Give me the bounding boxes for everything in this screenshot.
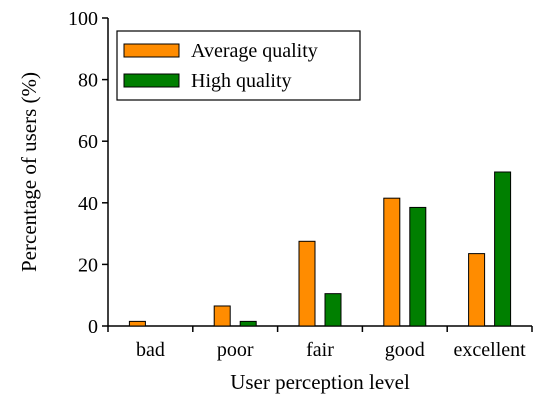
legend-label-high-quality: High quality <box>191 70 292 92</box>
bar-average-quality-good <box>383 197 401 327</box>
bar-high-quality-poor <box>239 320 257 327</box>
bar-high-quality-good <box>409 206 427 327</box>
y-tick-label: 20 <box>78 254 98 276</box>
x-tick-label: fair <box>306 339 334 361</box>
legend-swatch-high-quality <box>123 73 180 88</box>
x-tick-label: excellent <box>454 339 527 361</box>
x-tick-label: good <box>385 339 425 361</box>
y-tick-label: 0 <box>88 316 98 338</box>
bar-average-quality-bad <box>128 320 146 327</box>
legend-swatch-average-quality <box>123 43 180 58</box>
y-tick-label: 80 <box>78 70 98 92</box>
x-tick-label: bad <box>136 339 165 361</box>
bar-average-quality-poor <box>213 305 231 327</box>
y-axis-label: Percentage of users (%) <box>17 72 41 272</box>
axes <box>107 18 532 327</box>
y-tick-label: 60 <box>78 131 98 153</box>
legend-box <box>116 30 361 101</box>
x-tick-label: poor <box>217 339 254 361</box>
y-tick-label: 100 <box>68 8 98 30</box>
bar-high-quality-excellent <box>494 171 512 327</box>
x-axis-label: User perception level <box>230 370 410 394</box>
bar-average-quality-excellent <box>468 253 486 327</box>
bar-high-quality-fair <box>324 293 342 327</box>
legend: Average quality High quality <box>116 30 361 101</box>
x-ticks: bad poor fair good excellent <box>107 326 533 361</box>
bar-average-quality-fair <box>298 240 316 327</box>
legend-label-average-quality: Average quality <box>191 40 318 62</box>
y-ticks: 0 20 40 60 80 100 <box>68 8 108 338</box>
bars <box>128 171 512 327</box>
y-tick-label: 40 <box>78 193 98 215</box>
